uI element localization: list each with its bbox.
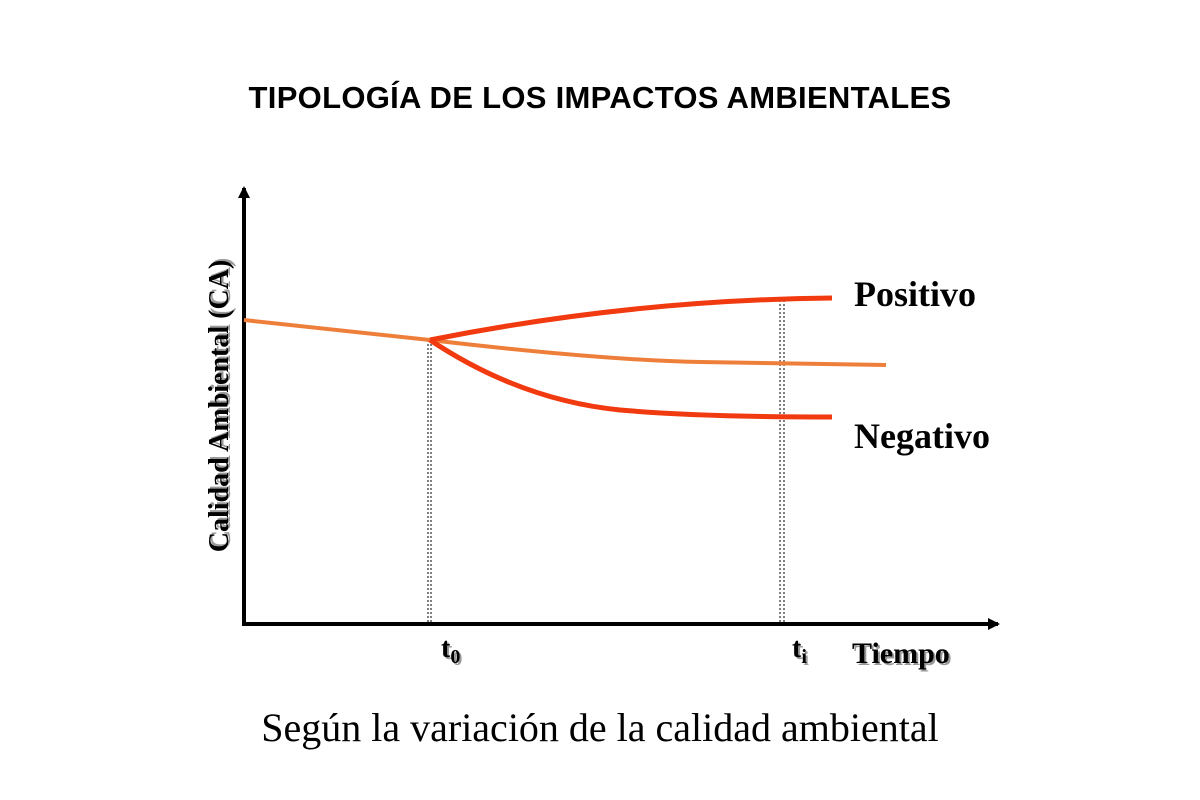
- ti-guide-line: [779, 300, 785, 622]
- svg-text:t0: t0: [443, 635, 462, 670]
- svg-text:t0: t0: [441, 633, 460, 668]
- svg-text:ti: ti: [792, 633, 807, 668]
- baseline-curve: [243, 318, 887, 367]
- t0-guide-line: [427, 340, 432, 622]
- t0-label: t0 t0: [441, 633, 462, 670]
- x-axis-label: Tiempo Tiempo: [852, 637, 952, 672]
- negative-curve: [428, 337, 833, 420]
- subtitle: Según la variación de la calidad ambient…: [261, 705, 939, 750]
- ti-label: ti ti: [792, 633, 809, 670]
- positive-label: Positivo: [854, 274, 976, 314]
- positive-curve: [429, 295, 833, 343]
- y-axis-label: Calidad Ambiental (CA): [204, 260, 235, 552]
- svg-text:Tiempo: Tiempo: [854, 639, 952, 672]
- page-title: TIPOLOGÍA DE LOS IMPACTOS AMBIENTALES: [248, 80, 952, 115]
- svg-text:Tiempo: Tiempo: [852, 637, 950, 670]
- negative-label: Negativo: [854, 416, 990, 456]
- y-axis-label-shadow: Calidad Ambiental (CA): [206, 258, 237, 550]
- svg-text:ti: ti: [794, 635, 809, 670]
